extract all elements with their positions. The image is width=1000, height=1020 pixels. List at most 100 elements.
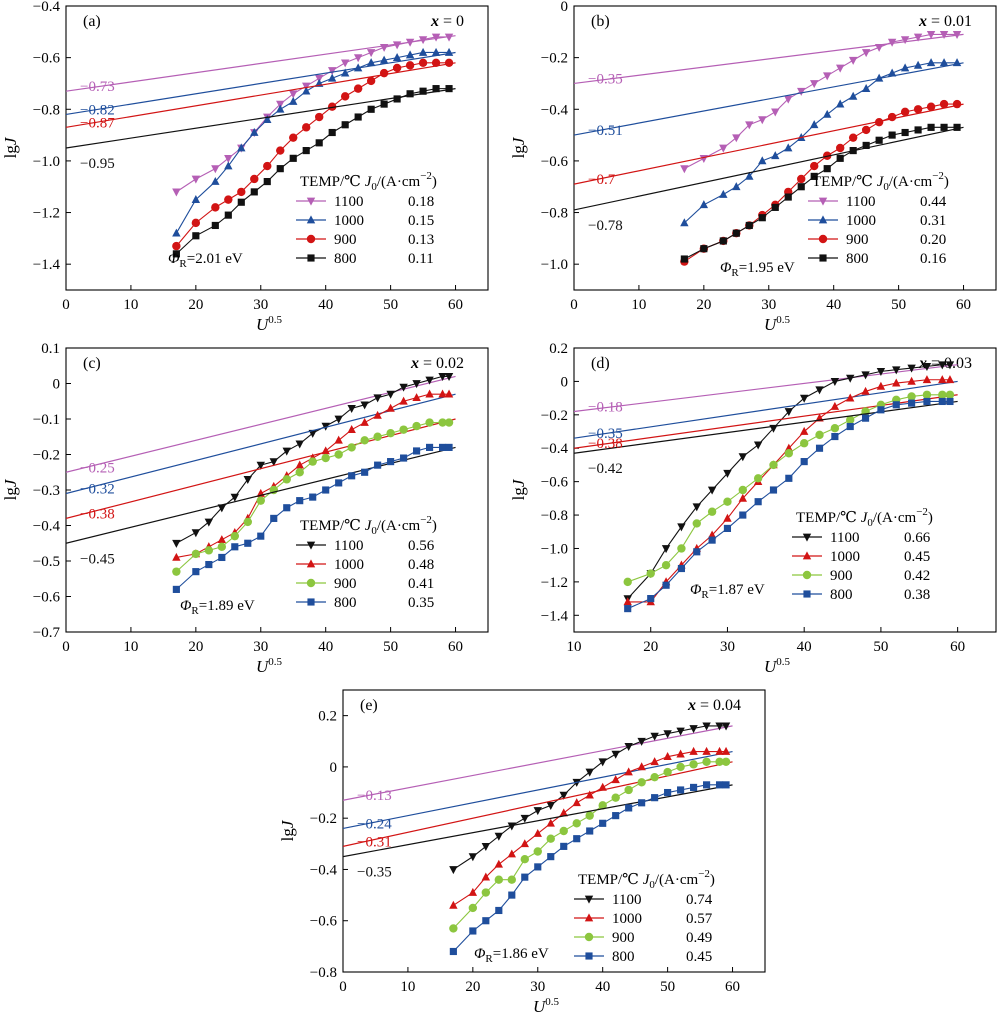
data-point (877, 406, 885, 414)
chart-panel: 0 10 20 30 40 50 60 −1.4 −1.2 −1.0 −0.8 −0.6 −0.4 U0.… (1, 0, 489, 334)
data-point (192, 568, 200, 576)
data-point (702, 722, 711, 731)
data-point (413, 447, 421, 455)
x-tick-label: 0 (339, 979, 347, 995)
fit-line (574, 62, 964, 136)
data-point (938, 375, 947, 384)
legend-temp: 1000 (334, 557, 364, 573)
intercept-label: −0.24 (357, 816, 392, 832)
data-point (263, 161, 272, 171)
data-point (191, 175, 201, 184)
series-line (176, 393, 450, 558)
data-point (494, 859, 504, 868)
data-point (469, 927, 477, 935)
data-point (243, 517, 252, 527)
data-point (676, 749, 685, 758)
data-point (732, 229, 740, 237)
chart-panel: 0 10 20 30 40 50 60 −0.8 −0.6 −0.4 −0.2 0 0.2 U0.5 lgJ… (278, 689, 766, 1016)
x-tick-label: 0 (62, 297, 70, 313)
legend-marker (585, 952, 593, 960)
data-point (624, 785, 633, 795)
x-tick-label: 0 (62, 639, 70, 655)
legend-marker (306, 234, 316, 244)
data-point (572, 778, 581, 787)
data-point (263, 177, 271, 186)
data-point (230, 493, 239, 502)
data-point (771, 203, 779, 211)
data-point (308, 457, 317, 466)
data-point (738, 485, 747, 495)
legend-marker (307, 598, 315, 606)
data-point (598, 758, 607, 767)
data-point (651, 794, 659, 802)
data-point (719, 144, 728, 153)
data-point (939, 31, 949, 40)
data-point (211, 203, 220, 212)
data-point (360, 401, 369, 410)
data-point (559, 791, 568, 800)
legend: TEMP/℃ J0/(A·cm−2)1100 0.74 1000 0.57 900 0.4… (574, 868, 715, 965)
data-point (507, 875, 516, 884)
x-tick-label: 30 (761, 297, 776, 313)
data-point (289, 133, 298, 142)
data-point (663, 730, 672, 739)
legend-marker (306, 559, 316, 568)
data-point (846, 374, 855, 383)
y-axis-label: lgJ (1, 478, 20, 500)
data-point (379, 55, 389, 64)
data-point (341, 121, 349, 129)
data-point (482, 917, 490, 925)
plot-frame (573, 5, 997, 291)
data-point (444, 389, 454, 398)
data-point (676, 727, 685, 736)
data-point (507, 822, 516, 831)
data-point (386, 429, 395, 438)
data-point (689, 746, 698, 755)
data-point (387, 458, 395, 466)
data-point (938, 390, 947, 399)
x-tick-label: 30 (253, 297, 268, 313)
data-point (922, 390, 932, 399)
data-point (758, 156, 767, 165)
data-point (334, 450, 343, 459)
legend-marker (803, 590, 811, 598)
data-point (412, 393, 421, 402)
data-point (927, 123, 935, 131)
data-point (738, 493, 747, 502)
data-point (599, 819, 607, 827)
legend: TEMP/℃ J0/(A·cm−2)1100 0.18 1000 0.15 900 0.1… (296, 170, 437, 267)
data-point (244, 539, 252, 547)
data-point (348, 472, 356, 480)
data-point (721, 746, 731, 755)
legend: TEMP/℃ J0/(A·cm−2)1100 0.66 1000 0.45 900 0.4… (792, 506, 933, 603)
fit-line (343, 784, 733, 858)
data-point (559, 808, 568, 817)
legend-j0: 0.56 (408, 538, 435, 554)
data-point (926, 31, 936, 40)
y-tick-label: −0.2 (541, 51, 568, 67)
data-point (547, 853, 555, 861)
x-tick-label: 50 (383, 639, 398, 655)
data-point (585, 811, 594, 820)
data-point (412, 421, 421, 431)
data-point (204, 546, 214, 555)
data-point (758, 116, 767, 125)
data-point (699, 154, 709, 163)
data-point (191, 195, 201, 203)
legend-temp: 1100 (830, 530, 859, 546)
y-tick-label: −0.6 (33, 590, 61, 606)
y-tick-label: −0.2 (541, 408, 568, 424)
data-point (745, 221, 753, 230)
data-point (835, 99, 845, 108)
data-point (373, 394, 382, 403)
data-point (481, 872, 491, 881)
data-point (508, 891, 516, 899)
data-point (405, 50, 415, 59)
data-point (677, 523, 686, 532)
composition-label: x = 0.01 (918, 13, 972, 30)
data-point (663, 752, 672, 761)
data-point (888, 131, 896, 139)
data-point (230, 531, 239, 541)
data-point (745, 121, 754, 130)
x-tick-label: 20 (188, 639, 203, 655)
